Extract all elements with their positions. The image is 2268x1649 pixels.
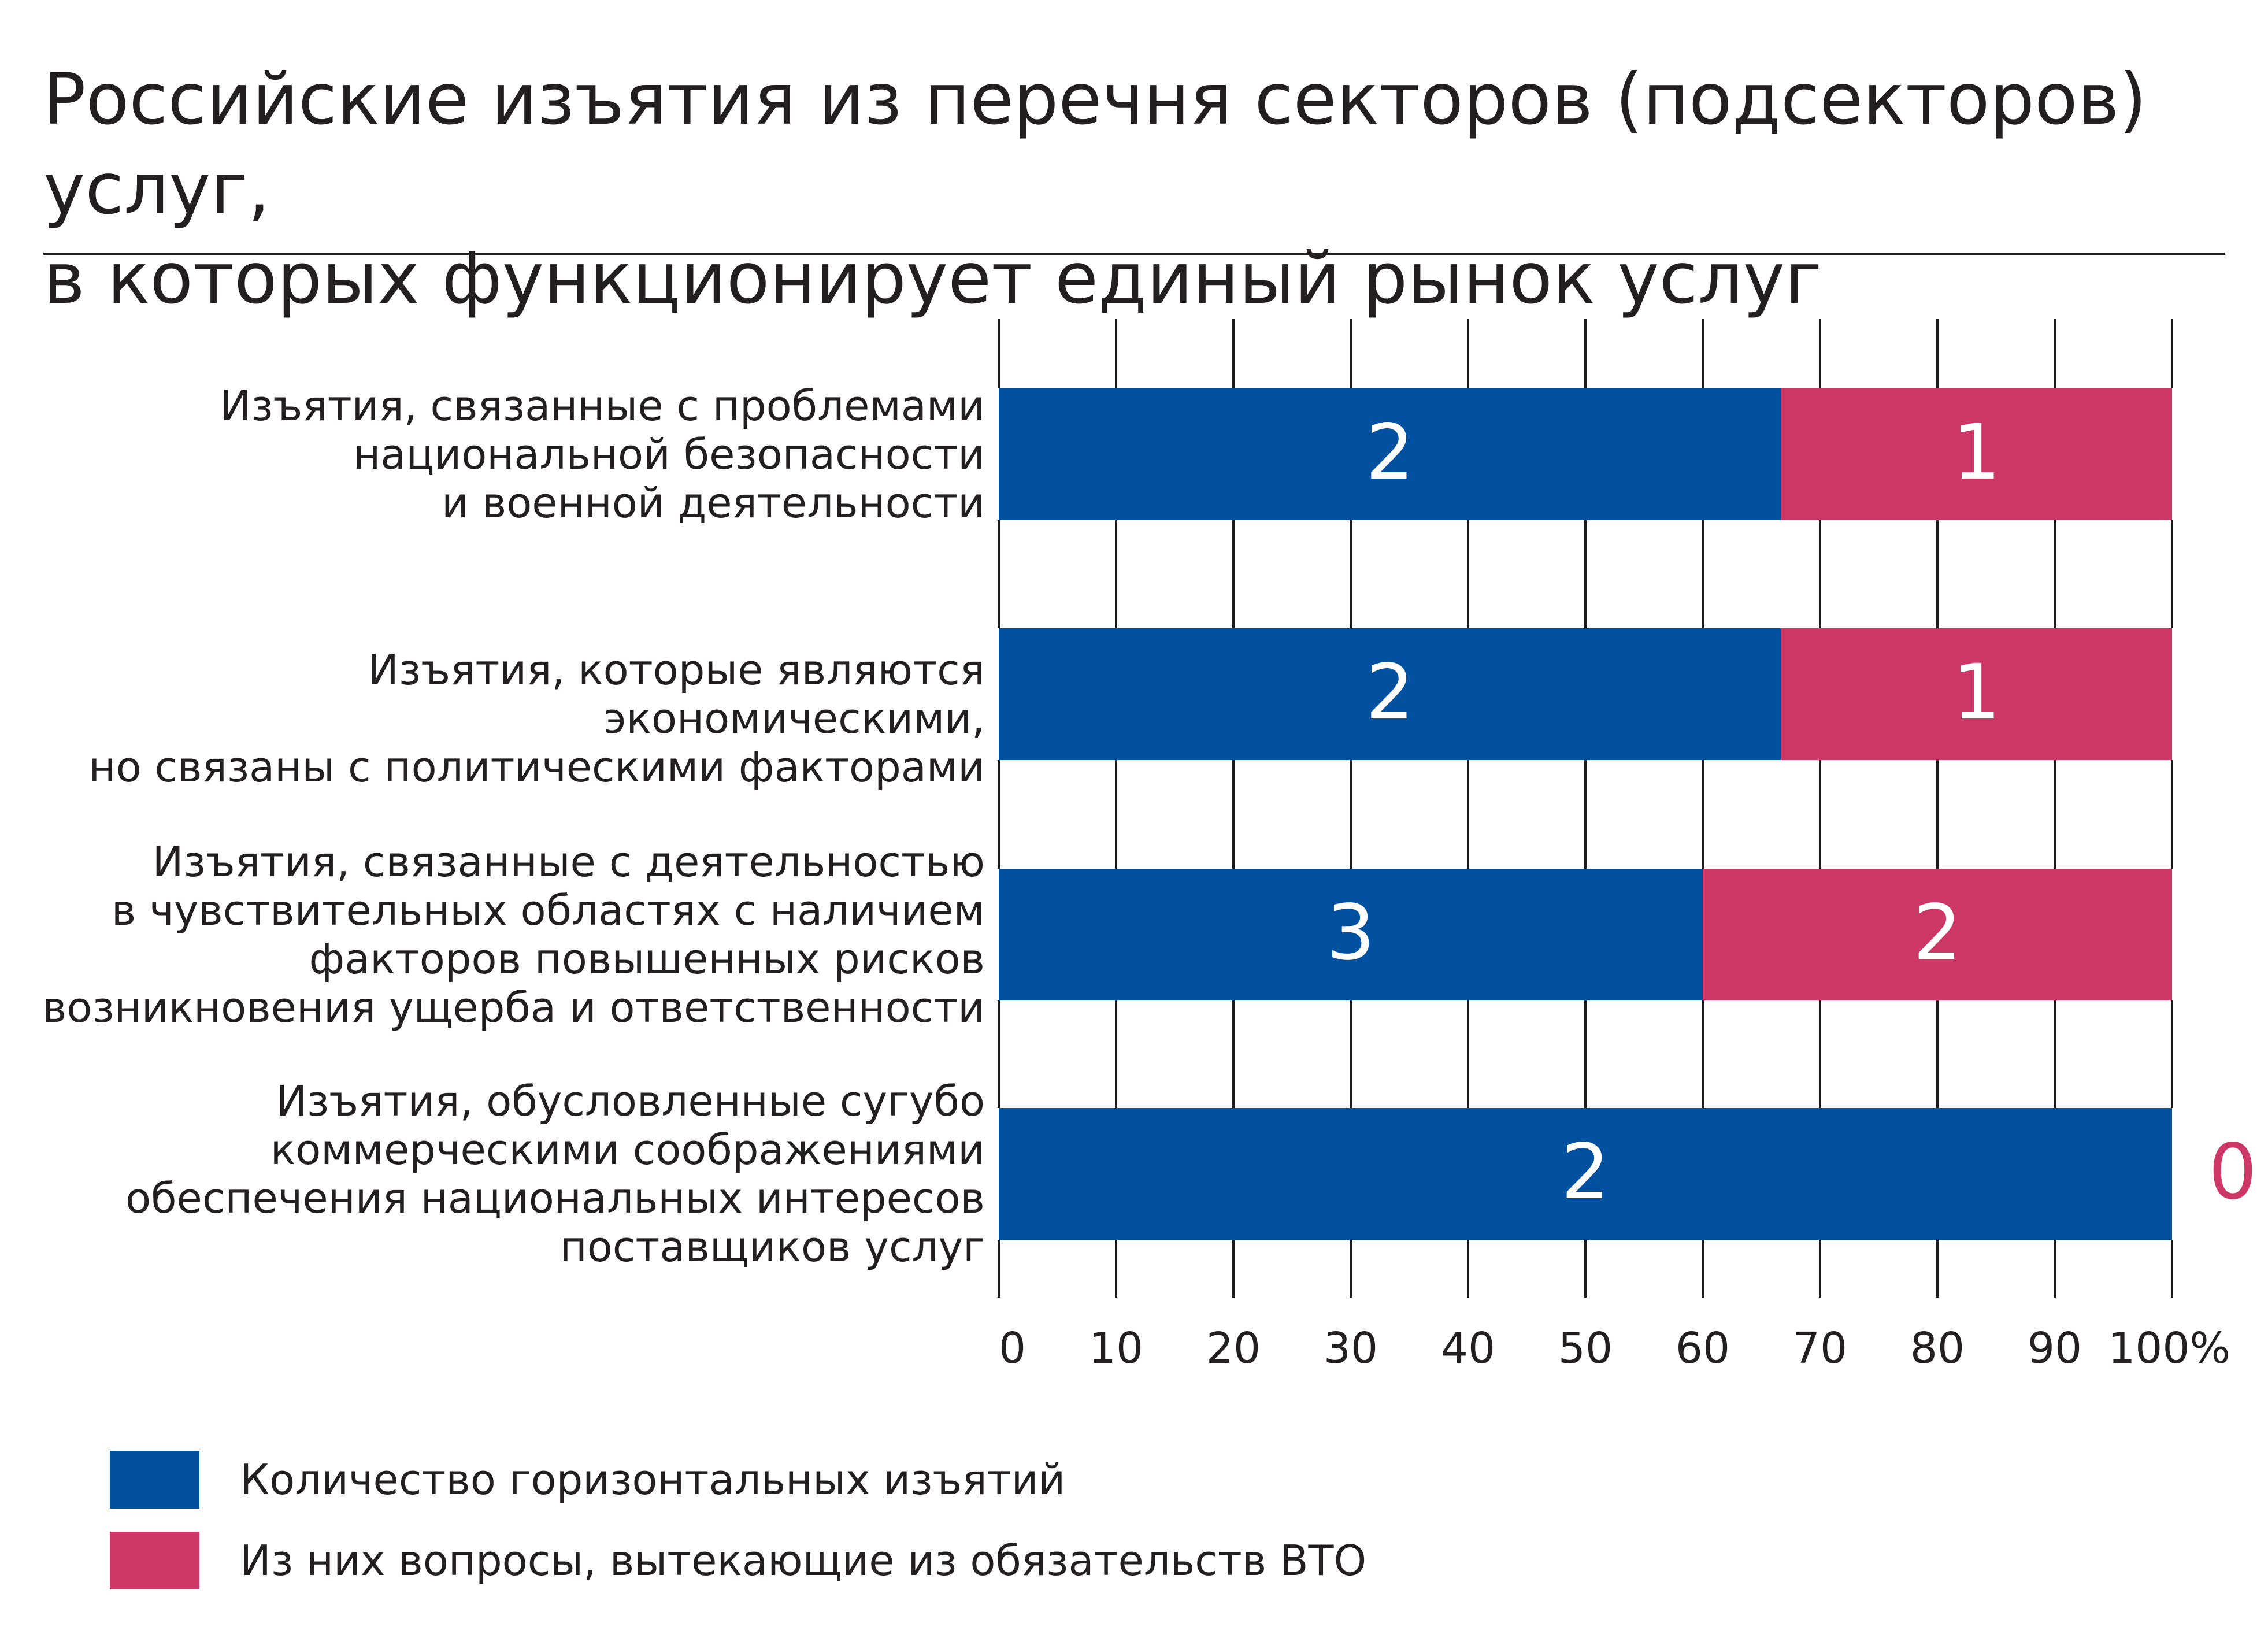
legend-swatch-blue xyxy=(110,1451,199,1509)
bar-value-label-pink-row-3: 2 xyxy=(1913,888,1962,977)
bar-segment-pink-row-2 xyxy=(1781,628,2172,760)
bar-value-label-pink-row-1: 1 xyxy=(1952,408,2001,497)
bar-segment-pink-row-1 xyxy=(1781,388,2172,520)
row-label-1: Изъятия, связанные с проблемами националь… xyxy=(2,381,985,527)
title-divider xyxy=(43,253,2225,255)
x-tick-label-30: 30 xyxy=(1324,1324,1378,1373)
x-tick-label-40: 40 xyxy=(1441,1324,1495,1373)
row-label-3-line-2: в чувствительных областях с наличием xyxy=(111,886,985,935)
row-label-4-line-1: Изъятия, обусловленные сугубо xyxy=(276,1077,985,1125)
legend-label-horizontal-exemptions: Количество горизонтальных изъятий xyxy=(240,1455,1066,1504)
bar-segment-blue-row-2 xyxy=(999,628,1781,760)
bar-value-label-blue-row-3: 3 xyxy=(1326,888,1375,977)
legend-swatch-pink xyxy=(110,1532,199,1589)
row-label-1-line-1: Изъятия, связанные с проблемами xyxy=(220,381,985,430)
row-label-4-line-4: поставщиков услуг xyxy=(559,1222,985,1271)
bar-value-label-blue-row-1: 2 xyxy=(1366,408,1414,497)
row-label-2-line-1: Изъятия, которые являются экономическими… xyxy=(368,646,985,743)
row-label-1-line-3: и военной деятельности xyxy=(442,479,985,527)
bar-segment-pink-row-3 xyxy=(1703,869,2172,1000)
chart-title: Российские изъятия из перечня секторов (… xyxy=(43,55,2240,324)
row-label-2: Изъятия, которые являются экономическими… xyxy=(2,646,985,791)
chart-title-line-1: Российские изъятия из перечня секторов (… xyxy=(43,58,2147,230)
legend-label-wto-issues: Из них вопросы, вытекающие из обязательс… xyxy=(240,1536,1367,1585)
x-tick-label-70: 70 xyxy=(1793,1324,1847,1373)
x-tick-label-20: 20 xyxy=(1206,1324,1261,1373)
x-tick-label-10: 10 xyxy=(1089,1324,1143,1373)
row-label-3-line-1: Изъятия, связанные с деятельностью xyxy=(152,838,985,886)
chart-title-line-2: в которых функционирует единый рынок усл… xyxy=(43,238,1822,320)
bar-segment-blue-row-4 xyxy=(999,1108,2172,1240)
x-tick-label-50: 50 xyxy=(1558,1324,1613,1373)
bar-value-label-blue-row-2: 2 xyxy=(1366,648,1414,737)
row-label-2-line-2: но связаны с политическими факторами xyxy=(88,743,985,791)
legend-item-wto-issues: Из них вопросы, вытекающие из обязательс… xyxy=(110,1532,1366,1589)
row-label-3: Изъятия, связанные с деятельностью в чувс… xyxy=(2,838,985,1032)
bar-segment-blue-row-1 xyxy=(999,388,1781,520)
bar-segment-blue-row-3 xyxy=(999,869,1703,1000)
x-tick-label-60: 60 xyxy=(1676,1324,1730,1373)
x-tick-label-100: 100% xyxy=(2108,1324,2230,1373)
legend-item-horizontal-exemptions: Количество горизонтальных изъятий xyxy=(110,1451,1065,1509)
row-label-3-line-3: факторов повышенных рисков xyxy=(309,935,985,983)
row-label-1-line-2: национальной безопасности xyxy=(353,430,985,479)
row-label-4: Изъятия, обусловленные сугубо коммерчески… xyxy=(2,1077,985,1271)
bar-value-label-pink-row-4: 0 xyxy=(2208,1128,2257,1217)
row-label-4-line-3: обеспечения национальных интересов xyxy=(125,1174,985,1222)
x-tick-label-0: 0 xyxy=(999,1324,1026,1373)
row-label-4-line-2: коммерческими соображениями xyxy=(270,1125,985,1174)
bar-value-label-blue-row-4: 2 xyxy=(1561,1128,1610,1217)
x-tick-label-80: 80 xyxy=(1910,1324,1965,1373)
bar-value-label-pink-row-2: 1 xyxy=(1952,648,2001,737)
row-label-3-line-4: возникновения ущерба и ответственности xyxy=(42,983,985,1032)
x-tick-label-90: 90 xyxy=(2028,1324,2082,1373)
